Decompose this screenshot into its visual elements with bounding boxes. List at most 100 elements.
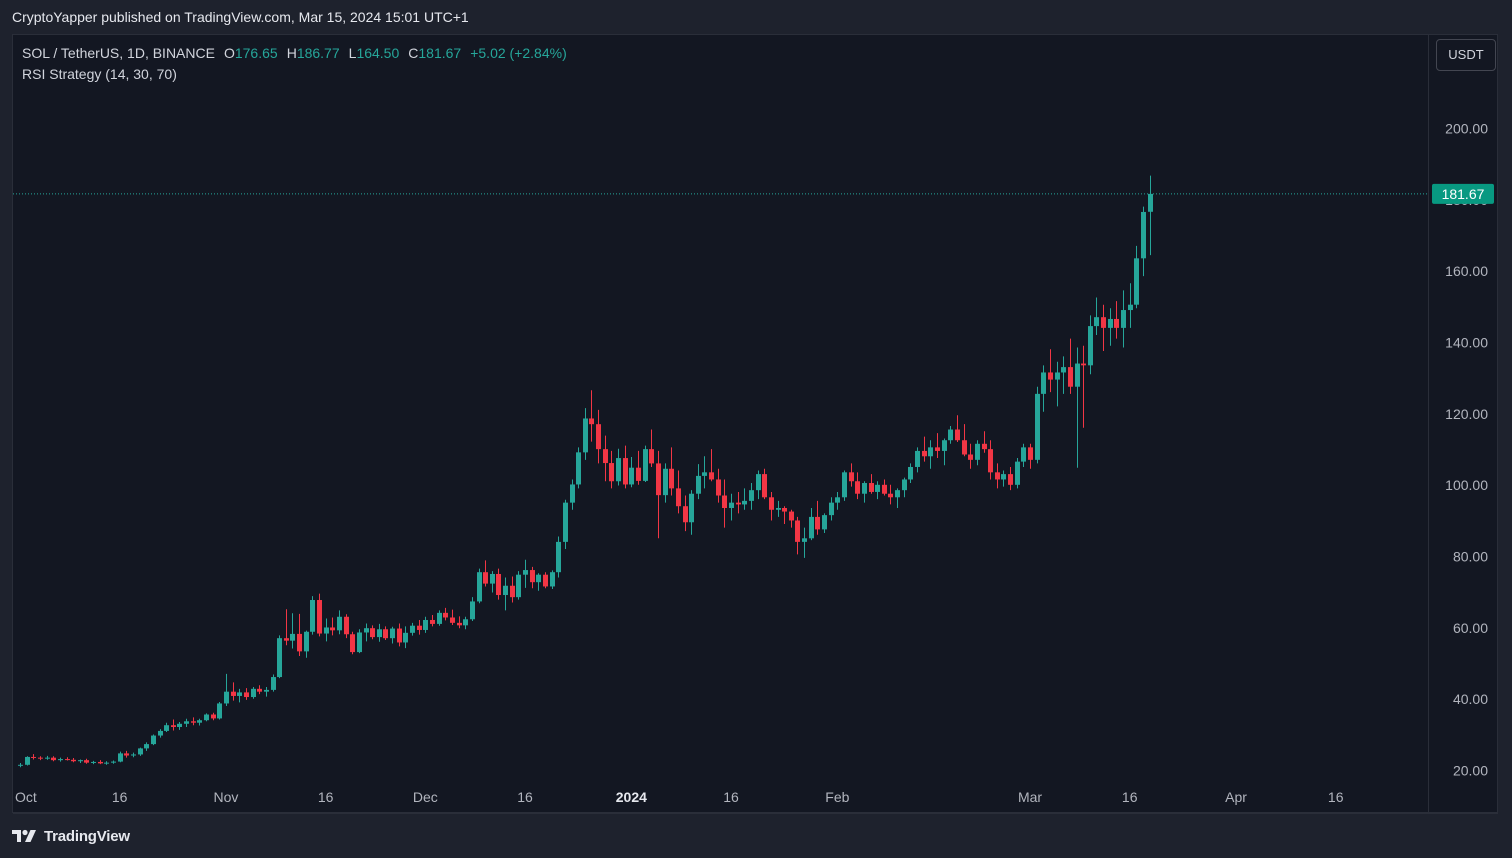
legend-high-label: H xyxy=(286,45,297,61)
candle-body xyxy=(290,633,295,641)
candle-body xyxy=(483,572,488,584)
candle-body xyxy=(1121,310,1126,328)
candle-body xyxy=(756,474,761,491)
candle-body xyxy=(782,507,787,512)
currency-button[interactable]: USDT xyxy=(1436,39,1496,71)
legend-open-label: O xyxy=(223,45,235,61)
candle-body xyxy=(975,443,980,460)
candle-body xyxy=(271,677,276,690)
candle-body xyxy=(809,516,814,539)
candle-body xyxy=(968,454,973,460)
candle-body xyxy=(390,628,395,639)
publish-line: CryptoYapper published on TradingView.co… xyxy=(12,9,469,25)
x-tick-label: Mar xyxy=(1018,789,1042,805)
candle-body xyxy=(25,756,30,765)
candle-body xyxy=(636,467,641,481)
candle-body xyxy=(1081,363,1086,366)
legend-symbol[interactable]: SOL / TetherUS, 1D, BINANCE xyxy=(22,45,215,61)
candle-body xyxy=(18,764,23,766)
candle-body xyxy=(344,616,349,635)
y-tick-label: 40.00 xyxy=(1453,691,1488,707)
legend-close-label: C xyxy=(408,45,419,61)
candle-body xyxy=(324,627,329,634)
candle-body xyxy=(882,484,887,494)
tradingview-logo-icon xyxy=(12,829,36,842)
candle-body xyxy=(164,725,169,731)
y-tick-label: 200.00 xyxy=(1445,121,1488,137)
candle-body xyxy=(676,488,681,507)
candle-body xyxy=(78,760,83,762)
candle-body xyxy=(237,692,242,696)
candle-body xyxy=(1094,317,1099,327)
candle-body xyxy=(1068,367,1073,387)
candle-body xyxy=(284,638,289,641)
candle-body xyxy=(749,490,754,501)
candle-body xyxy=(138,748,143,755)
candle-body xyxy=(596,424,601,450)
candle-body xyxy=(1055,372,1060,380)
candle-body xyxy=(124,753,129,756)
y-tick-label: 80.00 xyxy=(1453,549,1488,565)
candle-body xyxy=(31,756,36,758)
candle-body xyxy=(1035,393,1040,460)
candle-body xyxy=(609,463,614,482)
candle-body xyxy=(935,447,940,451)
candle-body xyxy=(915,450,920,467)
candle-body xyxy=(875,484,880,492)
candle-body xyxy=(663,468,668,496)
legend-ohlc-row: SOL / TetherUS, 1D, BINANCE O176.65 H186.7… xyxy=(22,45,567,66)
candle-body xyxy=(1141,211,1146,259)
y-tick-label: 100.00 xyxy=(1445,477,1488,493)
candle-body xyxy=(437,612,442,624)
candle-body xyxy=(1021,447,1026,462)
candle-body xyxy=(496,573,501,596)
candle-body xyxy=(683,506,688,523)
legend-change: +5.02 (+2.84%) xyxy=(470,45,567,61)
candle-body xyxy=(370,628,375,638)
candle-body xyxy=(888,493,893,498)
candle-body xyxy=(995,472,1000,480)
candle-body xyxy=(1075,363,1080,387)
candle-body xyxy=(1015,461,1020,485)
candle-body xyxy=(603,449,608,464)
footer: TradingView xyxy=(12,826,130,846)
candle-body xyxy=(563,502,568,542)
candle-body xyxy=(277,638,282,678)
candle-body xyxy=(1041,372,1046,394)
candle-body xyxy=(523,570,528,575)
candle-body xyxy=(217,703,222,719)
x-tick-label: Oct xyxy=(15,789,37,805)
candle-body xyxy=(822,515,827,530)
candle-body xyxy=(776,507,781,510)
candle-body xyxy=(550,572,555,587)
candle-body xyxy=(197,720,202,723)
candle-body xyxy=(1008,474,1013,485)
candle-body xyxy=(244,692,249,698)
candle-body xyxy=(257,688,262,692)
candle-body xyxy=(231,691,236,696)
legend-indicator[interactable]: RSI Strategy (14, 30, 70) xyxy=(22,66,177,82)
candle-body xyxy=(1128,304,1133,311)
candle-body xyxy=(948,429,953,441)
candle-body xyxy=(84,760,89,763)
chart-panel[interactable] xyxy=(12,34,1498,813)
legend-close-value: 181.67 xyxy=(418,45,462,61)
x-tick-label: 16 xyxy=(517,789,533,805)
candle-body xyxy=(1134,258,1139,305)
candle-body xyxy=(71,759,76,762)
candle-body xyxy=(656,463,661,496)
x-tick-label: 2024 xyxy=(616,789,647,805)
candle-body xyxy=(111,761,116,763)
candle-body xyxy=(430,619,435,624)
candle-body xyxy=(869,483,874,492)
candle-body xyxy=(503,585,508,596)
candle-body xyxy=(510,585,515,598)
candle-body xyxy=(962,440,967,455)
candle-body xyxy=(310,600,315,632)
candle-body xyxy=(928,447,933,457)
candle-body xyxy=(802,538,807,542)
candle-body xyxy=(689,493,694,523)
candle-body xyxy=(716,479,721,496)
y-tick-label: 60.00 xyxy=(1453,620,1488,636)
